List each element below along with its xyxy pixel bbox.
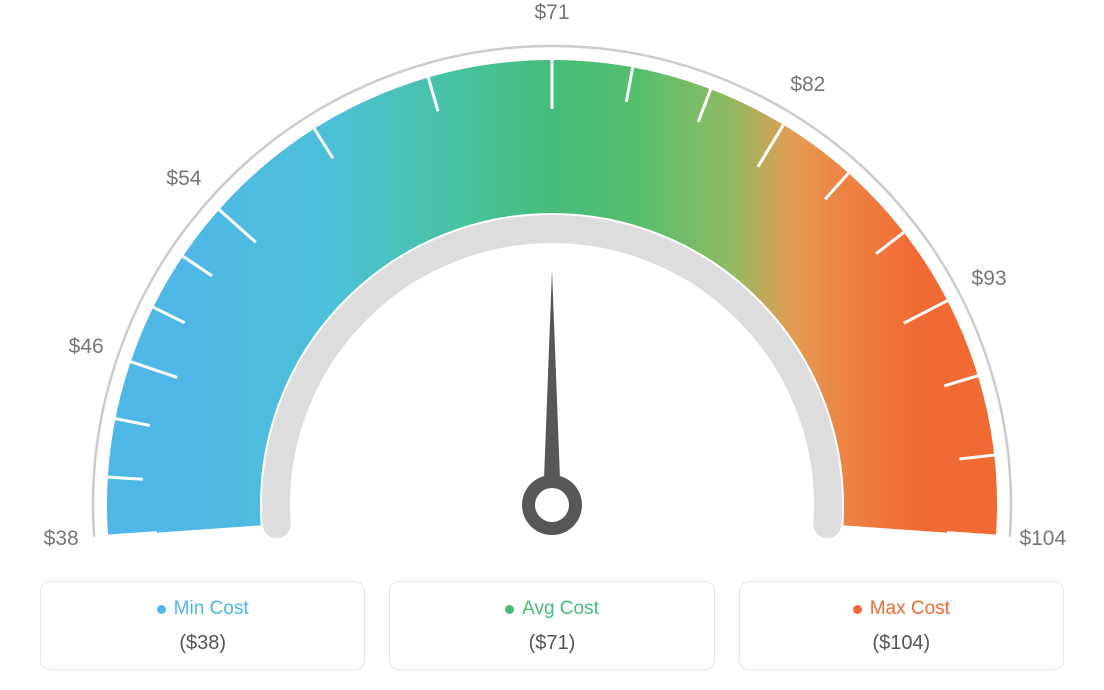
legend-title-max: Max Cost xyxy=(853,598,950,620)
legend-title-text: Max Cost xyxy=(870,598,950,620)
gauge-tick-label: $93 xyxy=(972,267,1007,291)
dot-icon xyxy=(853,605,862,614)
legend-value-avg: ($71) xyxy=(400,632,703,655)
legend-title-avg: Avg Cost xyxy=(505,598,599,620)
gauge-tick-label: $46 xyxy=(69,335,104,359)
legend-card-max: Max Cost ($104) xyxy=(739,581,1064,670)
legend-value-max: ($104) xyxy=(750,632,1053,655)
legend-row: Min Cost ($38) Avg Cost ($71) Max Cost (… xyxy=(40,581,1064,670)
chart-container: $38 $46 $54 $71 $82 $93 $104 Min Cost ($38) Av… xyxy=(0,0,1104,690)
legend-card-min: Min Cost ($38) xyxy=(40,581,365,670)
legend-card-avg: Avg Cost ($71) xyxy=(389,581,714,670)
gauge-tick-label: $38 xyxy=(44,527,79,551)
legend-value-min: ($38) xyxy=(51,632,354,655)
dot-icon xyxy=(505,605,514,614)
gauge-tick-label: $71 xyxy=(534,1,569,25)
gauge-tick-label: $54 xyxy=(166,167,201,191)
gauge-svg xyxy=(0,0,1104,560)
gauge-tick-label: $104 xyxy=(1019,527,1066,551)
legend-title-text: Min Cost xyxy=(174,598,249,620)
gauge xyxy=(0,0,1104,560)
legend-title-text: Avg Cost xyxy=(522,598,599,620)
gauge-tick-label: $82 xyxy=(790,73,825,97)
dot-icon xyxy=(157,605,166,614)
legend-title-min: Min Cost xyxy=(157,598,249,620)
